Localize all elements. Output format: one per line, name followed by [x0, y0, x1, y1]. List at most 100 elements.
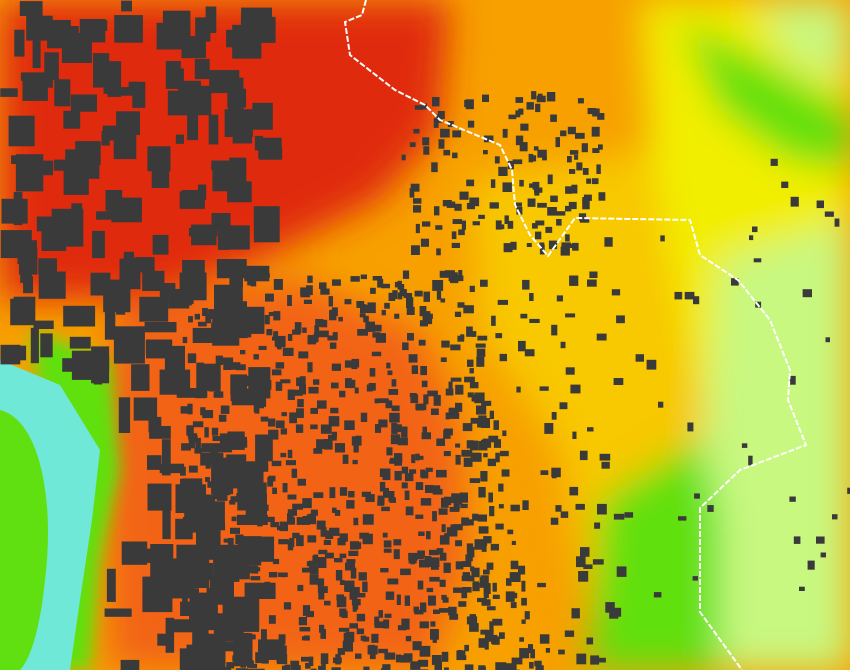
building	[354, 387, 359, 394]
building	[455, 443, 461, 448]
building	[534, 190, 540, 196]
building	[296, 377, 302, 387]
building	[556, 211, 566, 216]
building	[535, 103, 541, 113]
building	[302, 516, 311, 525]
building	[478, 665, 486, 670]
building	[250, 592, 261, 599]
building	[452, 130, 462, 138]
building	[537, 149, 547, 158]
building	[300, 289, 310, 298]
building	[313, 379, 320, 385]
building	[470, 440, 479, 451]
building	[320, 629, 326, 639]
building	[310, 407, 318, 414]
building	[519, 179, 524, 187]
building	[329, 342, 337, 349]
building	[8, 115, 35, 147]
building	[413, 198, 422, 204]
building	[352, 587, 360, 598]
building	[350, 541, 359, 550]
building	[196, 362, 204, 372]
building	[265, 273, 270, 278]
building	[213, 641, 243, 652]
building	[362, 533, 373, 545]
building	[244, 375, 254, 387]
building	[502, 430, 507, 437]
building	[366, 384, 373, 392]
building	[147, 455, 162, 470]
building	[448, 413, 460, 419]
building	[246, 468, 259, 481]
building	[578, 213, 587, 221]
building	[345, 562, 355, 571]
building	[741, 443, 748, 448]
building	[303, 299, 312, 304]
building	[564, 630, 575, 637]
building	[188, 493, 198, 500]
building	[360, 304, 371, 313]
building	[431, 162, 438, 173]
building	[479, 577, 484, 588]
building	[375, 333, 386, 343]
building	[334, 510, 341, 516]
building	[351, 436, 362, 446]
building	[598, 192, 606, 201]
building	[405, 635, 412, 642]
building	[216, 493, 228, 501]
building	[183, 574, 190, 582]
building	[187, 403, 193, 415]
building	[221, 461, 226, 469]
building	[315, 319, 324, 327]
building	[409, 469, 417, 474]
building	[453, 499, 460, 510]
building	[522, 500, 529, 510]
building	[287, 334, 293, 341]
building	[187, 103, 199, 141]
green-zone-south	[590, 440, 720, 670]
building	[204, 427, 209, 438]
building	[319, 624, 325, 633]
building	[280, 379, 291, 384]
building	[434, 206, 440, 216]
building	[455, 561, 464, 570]
building	[142, 270, 165, 291]
building	[441, 651, 449, 662]
building	[323, 539, 331, 545]
building	[191, 569, 201, 579]
building	[219, 433, 229, 444]
building	[465, 554, 473, 562]
building	[268, 429, 279, 440]
building	[195, 388, 207, 399]
building	[466, 179, 475, 187]
building	[674, 291, 683, 300]
building	[518, 340, 526, 352]
building	[567, 156, 572, 163]
building	[316, 520, 326, 530]
building	[470, 452, 482, 462]
building	[480, 279, 488, 287]
building	[212, 436, 222, 441]
building	[816, 200, 824, 209]
building	[448, 272, 458, 282]
building	[208, 309, 217, 319]
building	[582, 197, 590, 202]
building	[452, 524, 463, 531]
building	[227, 181, 252, 203]
building	[397, 437, 408, 446]
building	[319, 282, 327, 289]
building	[344, 360, 352, 368]
building	[33, 320, 54, 329]
building	[183, 485, 188, 494]
building	[374, 621, 385, 629]
building	[243, 464, 249, 472]
building	[529, 183, 536, 188]
building	[139, 296, 169, 322]
building	[104, 608, 132, 617]
building	[522, 279, 530, 290]
building	[200, 536, 211, 542]
building	[217, 523, 226, 531]
building	[165, 61, 181, 89]
